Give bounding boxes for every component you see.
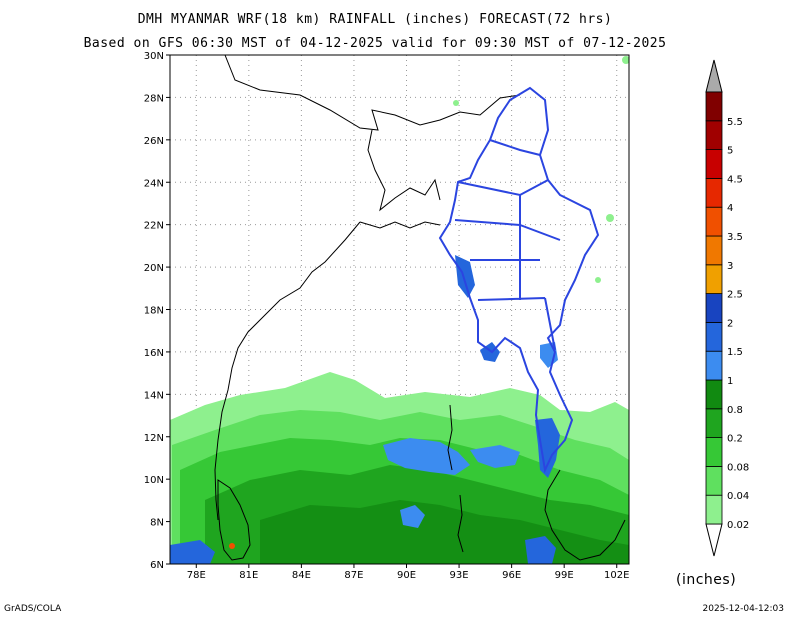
- lon-tick-label: 102E: [604, 570, 629, 581]
- rain-patch-blue-3: [535, 418, 560, 478]
- colorbar-swatch: [705, 379, 723, 410]
- colorbar-swatch: [705, 235, 723, 266]
- colorbar-level-label: 0.8: [727, 405, 743, 416]
- sri-lanka: [217, 479, 251, 561]
- bay-north-coast: [359, 221, 441, 229]
- myanmar-boundaries: [438, 86, 600, 474]
- himalaya-border: [224, 55, 521, 131]
- colorbar-swatch: [705, 177, 723, 208]
- rain-spot-north-3: [606, 214, 614, 222]
- lon-tick-label: 96E: [502, 570, 521, 581]
- india-east-coast: [214, 221, 361, 521]
- colorbar-swatch: [705, 149, 723, 179]
- longitude-tick-labels: 78E 81E 84E 87E 90E 93E 96E 99E 102E: [187, 564, 629, 581]
- rain-spot-north-4: [595, 277, 601, 283]
- colorbar-unit-label: (inches): [676, 572, 737, 588]
- rain-patch-blue-2: [470, 445, 520, 468]
- colorbar-swatch: [705, 408, 723, 438]
- colorbar-swatch: [705, 350, 723, 381]
- colorbar-level-label: 3.5: [727, 232, 743, 243]
- colorbar-swatch: [705, 91, 723, 122]
- footer-timestamp: 2025-12-04-12:03: [702, 604, 785, 614]
- colorbar: 0.02 0.04 0.08 0.2 0.8 1 1.5 2 2.5 3 3.5 4 4.5 5 5.5: [705, 59, 749, 557]
- latitude-tick-labels: 6N 8N 10N 12N 14N 16N 18N 20N 22N 24N 26N 28N 30N: [144, 51, 170, 571]
- lat-tick-label: 6N: [150, 560, 164, 571]
- lon-tick-label: 90E: [397, 570, 416, 581]
- nicobar-islands: [457, 494, 464, 553]
- lat-tick-label: 8N: [150, 518, 164, 529]
- colorbar-level-label: 0.2: [727, 434, 743, 445]
- colorbar-level-label: 2: [727, 318, 733, 329]
- lat-tick-label: 28N: [144, 93, 164, 104]
- rain-patch-blue-6: [170, 540, 215, 564]
- colorbar-swatch: [705, 293, 723, 323]
- lon-tick-label: 81E: [239, 570, 258, 581]
- lat-tick-label: 20N: [144, 263, 164, 274]
- rain-patch-blue-5: [400, 505, 425, 528]
- colorbar-level-label: 0.08: [727, 462, 749, 473]
- lon-tick-label: 78E: [187, 570, 206, 581]
- lon-tick-label: 84E: [292, 570, 311, 581]
- thailand-malay-coast: [544, 469, 626, 561]
- coastlines: [214, 55, 626, 561]
- lat-tick-label: 22N: [144, 221, 164, 232]
- lon-tick-label: 99E: [555, 570, 574, 581]
- colorbar-level-label: 5: [727, 146, 733, 157]
- colorbar-level-label: 1.5: [727, 347, 743, 358]
- colorbar-level-label: 3: [727, 261, 733, 272]
- myanmar-state-lines: [454, 139, 561, 351]
- lat-tick-label: 18N: [144, 306, 164, 317]
- colorbar-level-label: 4: [727, 203, 733, 214]
- colorbar-level-label: 5.5: [727, 117, 743, 128]
- colorbar-swatch: [705, 120, 723, 151]
- rain-spot-north-1: [453, 100, 459, 106]
- colorbar-swatch: [705, 206, 723, 237]
- colorbar-swatch: [705, 264, 723, 294]
- colorbar-swatch: [705, 437, 723, 467]
- colorbar-level-label: 2.5: [727, 290, 743, 301]
- colorbar-min-triangle: [705, 523, 723, 557]
- colorbar-swatch: [705, 465, 723, 496]
- rain-strip-coast: [455, 255, 475, 298]
- rain-patch-blue-4: [525, 536, 556, 564]
- andaman-islands: [447, 404, 453, 471]
- colorbar-level-label: 4.5: [727, 174, 743, 185]
- bangladesh-border: [367, 129, 441, 212]
- colorbar-level-label: 0.04: [727, 491, 749, 502]
- colorbar-swatch: [705, 494, 723, 525]
- lat-tick-label: 30N: [144, 51, 164, 62]
- rain-spot-north-2: [622, 56, 629, 64]
- chart-subtitle: Based on GFS 06:30 MST of 04-12-2025 val…: [83, 36, 667, 51]
- colorbar-level-label: 0.02: [727, 520, 749, 531]
- rainfall-field: [170, 56, 629, 564]
- lat-tick-label: 10N: [144, 475, 164, 486]
- lat-tick-label: 14N: [144, 390, 164, 401]
- lon-tick-label: 93E: [450, 570, 469, 581]
- lat-tick-label: 16N: [144, 348, 164, 359]
- rain-spot-heavy: [229, 543, 235, 549]
- chart-title: DMH MYANMAR WRF(18 km) RAINFALL (inches)…: [137, 12, 613, 27]
- myanmar-outline: [438, 86, 600, 474]
- lat-tick-label: 26N: [144, 136, 164, 147]
- colorbar-max-triangle: [705, 59, 723, 93]
- colorbar-swatch: [705, 321, 723, 352]
- lat-tick-label: 24N: [144, 178, 164, 189]
- lat-tick-label: 12N: [144, 433, 164, 444]
- footer-software-label: GrADS/COLA: [4, 604, 62, 614]
- lon-tick-label: 87E: [344, 570, 363, 581]
- colorbar-level-label: 1: [727, 376, 733, 387]
